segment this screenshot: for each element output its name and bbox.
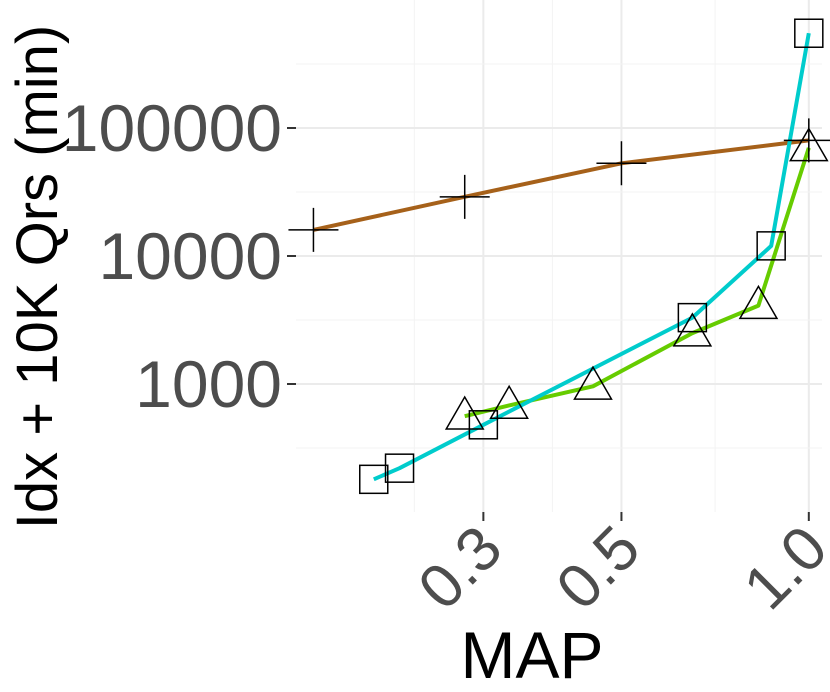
y-tick-label: 10000 <box>98 219 282 293</box>
triangle-marker <box>489 384 529 419</box>
triangle-marker <box>672 312 713 347</box>
series-layer <box>288 18 830 495</box>
square-marker <box>756 231 786 261</box>
axis-ticks <box>287 127 810 521</box>
square-marker <box>677 302 708 333</box>
series-line-3 <box>373 32 811 482</box>
x-tick-label: 0.3 <box>406 513 516 623</box>
square-marker <box>359 464 389 495</box>
triangle-marker <box>444 395 485 430</box>
x-tick-label: 0.5 <box>544 513 654 623</box>
x-tick-label: 1.0 <box>731 513 830 623</box>
series-line-1 <box>312 138 810 232</box>
y-axis-title: Idx + 10K Qrs (min) <box>5 25 70 529</box>
triangle-marker <box>573 365 613 400</box>
x-axis-title: MAP <box>460 618 603 692</box>
plus-marker <box>439 174 490 219</box>
plus-marker <box>596 141 647 186</box>
plus-marker <box>288 207 339 252</box>
series-line-2 <box>464 147 811 419</box>
y-tick-label: 100000 <box>62 91 282 165</box>
triangle-marker <box>789 127 829 162</box>
square-marker <box>794 18 824 48</box>
square-marker <box>468 410 499 440</box>
y-tick-label: 1000 <box>135 347 282 421</box>
tick-labels: 0.3 0.5 1.0 1000 10000 100000 <box>62 91 830 623</box>
square-marker <box>384 453 415 483</box>
plus-marker <box>783 118 830 163</box>
triangle-marker <box>738 284 779 320</box>
grid <box>296 0 822 512</box>
